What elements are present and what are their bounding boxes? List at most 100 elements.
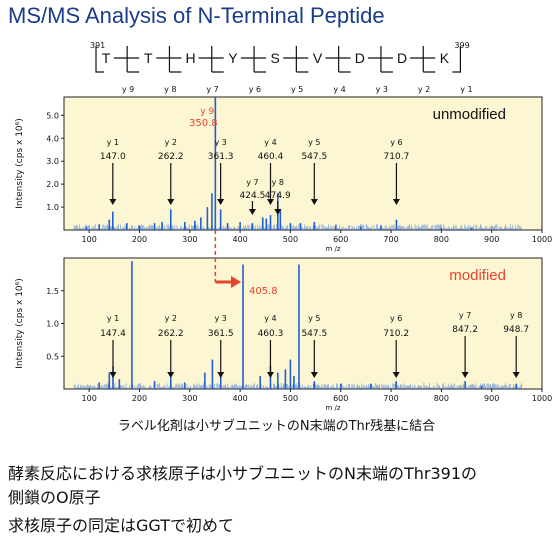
y-tick-label: 3.0 — [46, 157, 59, 166]
spectrum-modified: 0.5 1.0 1.5 100 200 300 400 500 600 700 800 900 1000… — [15, 257, 552, 412]
peptide-bond-0 — [114, 46, 140, 73]
residue-2: H — [186, 50, 196, 66]
y-ion-label-2: y 7 — [206, 85, 218, 94]
ion-mz-label: 262.2 — [158, 329, 184, 339]
residue-7: D — [397, 50, 407, 66]
plot-area — [63, 257, 543, 390]
ion-arrow-head — [109, 372, 117, 378]
ion-label: y 7 — [459, 311, 471, 320]
x-tick-label: 500 — [283, 235, 298, 244]
y-ion-label-7: y 2 — [418, 85, 430, 94]
peptide-bond-1 — [156, 46, 182, 73]
baseline-noise — [73, 224, 522, 230]
ion-arrow-head — [266, 372, 274, 378]
ion-arrow-head — [392, 199, 400, 205]
y-tick-label: 1.5 — [46, 287, 59, 296]
x-tick-label: 800 — [434, 235, 449, 244]
residue-1: T — [144, 50, 153, 66]
ion-mz-label: 547.5 — [301, 329, 327, 339]
ion-mz-label: 474.9 — [265, 191, 291, 201]
y-tick-label: 1.0 — [46, 320, 59, 329]
y-ion-label-6: y 3 — [376, 85, 388, 94]
note-line-1: 酵素反応における求核原子は小サブユニットのN末端のThr391の — [8, 464, 478, 483]
plot-area — [63, 96, 543, 231]
ion-mz-label: 147.4 — [100, 329, 126, 339]
x-tick-label: 600 — [333, 235, 348, 244]
ion-label: y 6 — [390, 314, 402, 323]
residue-6: D — [355, 50, 365, 66]
residue-8: K — [440, 50, 450, 66]
ion-arrow-head — [461, 372, 469, 378]
ion-arrow-head — [217, 199, 225, 205]
ion-label: y 2 — [165, 314, 177, 323]
peptide-sequence: 391 399 T T H Y S V D D Ky 9 y 8 y 7 y 6 y 5 y 4 y 3 y 2 y… — [90, 41, 473, 94]
spectrum-unmodified: 1.0 2.0 3.0 4.0 5.0 100 200 300 400 500 600 700 800 9… — [15, 96, 552, 253]
y-ion-label-3: y 6 — [249, 85, 261, 94]
x-axis-label: m /z — [325, 404, 340, 412]
x-axis-label: m /z — [325, 245, 340, 253]
x-tick-label: 800 — [434, 394, 449, 403]
residue-3: Y — [228, 50, 238, 66]
residue-end-number: 399 — [454, 41, 469, 50]
residue-start-number: 391 — [90, 41, 105, 50]
x-tick-label: 700 — [383, 394, 398, 403]
x-tick-label: 300 — [182, 394, 197, 403]
ion-mz-label: 361.3 — [208, 152, 234, 162]
x-tick-label: 500 — [283, 394, 298, 403]
x-tick-label: 900 — [484, 235, 499, 244]
ion-label: y 1 — [107, 314, 119, 323]
x-tick-label: 300 — [182, 235, 197, 244]
page-title: MS/MS Analysis of N-Terminal Peptide — [8, 3, 385, 28]
peptide-bond-6 — [367, 46, 393, 73]
ion-label: y 8 — [272, 178, 284, 187]
x-tick-label: 900 — [484, 394, 499, 403]
x-tick-label: 100 — [82, 394, 97, 403]
ion-arrow-head — [310, 199, 318, 205]
ion-mz-label: 948.7 — [503, 325, 529, 335]
panel-label: modified — [449, 267, 506, 284]
ion-mz-label: 424.5 — [240, 191, 266, 201]
ion-label: y 4 — [264, 138, 276, 147]
mass-shift-connector: 405.8 — [214, 230, 278, 297]
ion-label-highlight: y 9 — [200, 107, 214, 117]
ion-label: y 5 — [308, 314, 320, 323]
ion-mz-label: 710.2 — [383, 329, 409, 339]
x-tick-label: 1000 — [532, 394, 552, 403]
modified-peak-label: 405.8 — [249, 286, 278, 297]
ion-arrow-head — [109, 199, 117, 205]
x-tick-label: 100 — [82, 235, 97, 244]
ion-label: y 6 — [390, 138, 402, 147]
note-line-3: 求核原子の同定はGGTで初めて — [8, 516, 235, 535]
figure-caption: ラベル化剤は小サブユニットのN末端のThr残基に結合 — [117, 419, 436, 434]
ion-mz-label: 262.2 — [158, 152, 184, 162]
x-tick-label: 600 — [333, 394, 348, 403]
ion-mz-label: 147.0 — [100, 152, 126, 162]
ion-mz-label: 361.5 — [208, 329, 234, 339]
ion-label: y 8 — [510, 311, 522, 320]
ion-arrow-head — [167, 199, 175, 205]
y-ion-label-4: y 5 — [291, 85, 303, 94]
y-tick-label: 2.0 — [46, 180, 59, 189]
ion-arrow-head — [266, 199, 274, 205]
ion-label: y 2 — [165, 138, 177, 147]
x-tick-label: 400 — [232, 235, 247, 244]
residue-4: S — [271, 50, 280, 66]
y-tick-label: 4.0 — [46, 134, 59, 143]
y-axis-label: Intensity (cps x 10⁶) — [15, 278, 25, 369]
y-tick-label: 0.5 — [46, 352, 59, 361]
ion-label: y 1 — [107, 138, 119, 147]
peptide-bond-5 — [325, 46, 351, 73]
y-ion-label-8: y 1 — [460, 85, 472, 94]
peptide-bond-3 — [240, 46, 267, 73]
ion-mz-label: 847.2 — [452, 325, 478, 335]
ion-mz-label: 710.7 — [384, 152, 410, 162]
ion-mz-highlight: 350.8 — [189, 118, 218, 129]
y-axis-label: Intensity (cps x 10⁶) — [15, 118, 25, 209]
c-term-bracket — [452, 46, 461, 73]
n-term-bracket — [95, 46, 104, 73]
ion-mz-label: 547.5 — [301, 152, 327, 162]
ion-label: y 7 — [246, 178, 258, 187]
x-tick-label: 1000 — [532, 235, 552, 244]
ion-mz-label: 460.4 — [258, 152, 284, 162]
